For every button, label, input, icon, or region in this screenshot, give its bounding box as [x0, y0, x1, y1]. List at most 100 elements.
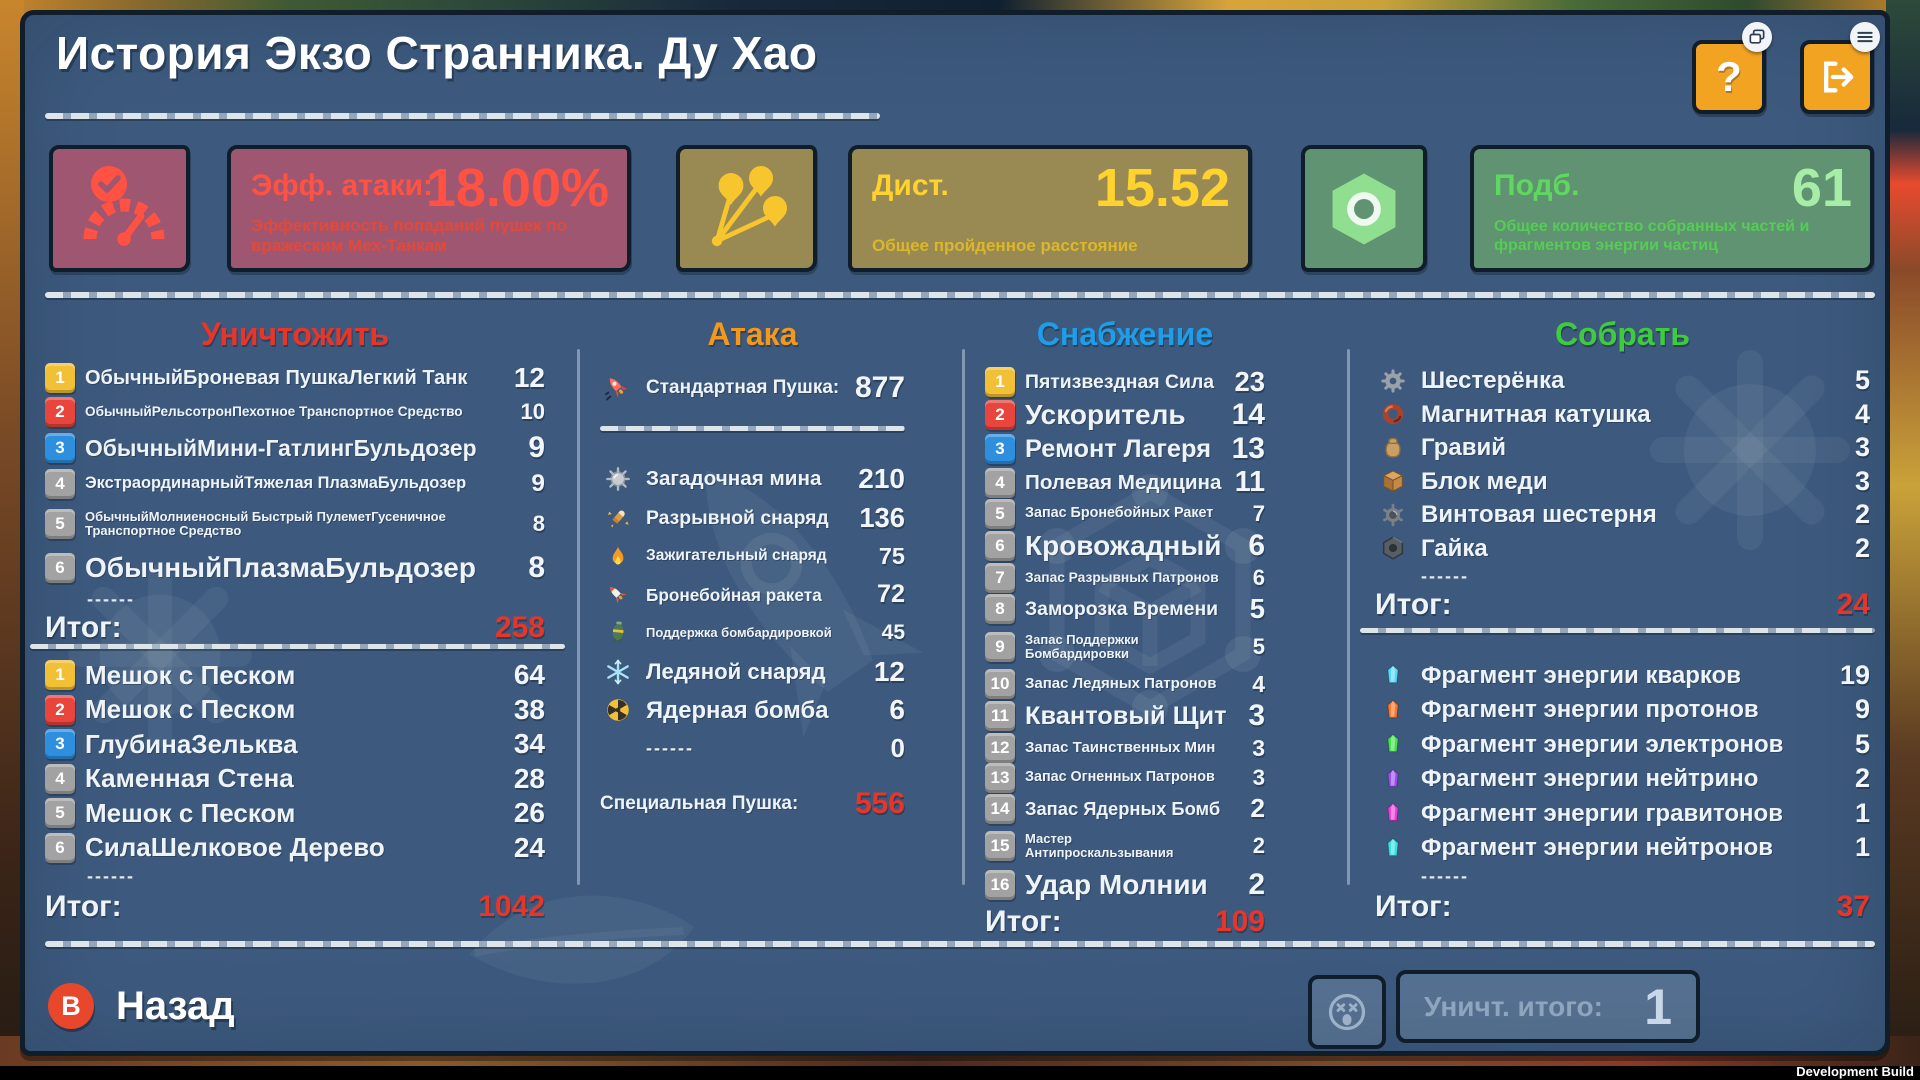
item-value: 2 [1248, 868, 1265, 901]
supply-column-title: Снабжение [1036, 316, 1214, 352]
rank-badge: 6 [985, 531, 1015, 561]
attack-list: Загадочная мина 210 Разрывной снаряд 136 Заж… [600, 460, 905, 768]
aprocket-icon [600, 581, 636, 609]
nut-icon [1375, 534, 1411, 562]
dash-separator-row: ------ [1375, 865, 1870, 887]
list-item: Фрагмент энергии нейтрино 2 [1375, 762, 1870, 797]
item-value: 2 [1250, 793, 1265, 823]
back-button[interactable]: B Назад [48, 983, 235, 1029]
item-name: Запас Разрывных Патронов [1025, 569, 1219, 585]
top-section-divider [45, 292, 1875, 298]
item-name: Загадочная мина [646, 467, 822, 491]
list-item: 16 Удар Молнии 2 [985, 868, 1265, 902]
item-name: ОбычныйМини-ГатлингБульдозер [85, 435, 477, 461]
list-item: 6 ОбычныйПлазмаБульдозер 8 [45, 548, 545, 588]
rank-badge: 5 [45, 798, 75, 829]
item-name: Каменная Стена [85, 763, 294, 794]
hamburger-menu-icon [1857, 31, 1873, 43]
column-divider [577, 349, 580, 885]
item-value: 0 [890, 733, 905, 764]
list-item: 5 Мешок с Песком 26 [45, 796, 545, 831]
list-item: Загадочная мина 210 [600, 460, 905, 499]
list-item: Фрагмент энергии электронов 5 [1375, 727, 1870, 762]
item-value: 5 [1854, 728, 1870, 759]
destroy-list-bottom: 1 Мешок с Песком 64 2 Мешок с Песком 38 3 Глуби… [45, 658, 545, 927]
gauge-check-icon [53, 149, 186, 268]
item-name: Фрагмент энергии нейтрино [1421, 765, 1759, 793]
collect-mid-divider [1360, 628, 1875, 633]
total-row: Итог: 1042 [45, 887, 545, 927]
item-value: 23 [1234, 366, 1265, 397]
rank-badge: 12 [985, 733, 1015, 763]
nuke-icon [600, 696, 636, 724]
item-value: 1 [1854, 832, 1870, 863]
attack-efficiency-label: Эфф. атаки: [251, 169, 434, 202]
distance-label: Дист. [872, 169, 949, 202]
list-item: 7 Запас Разрывных Патронов 6 [985, 563, 1265, 593]
distance-desc: Общее пройденное расстояние [872, 235, 1138, 255]
list-item: Ледяной снаряд 12 [600, 653, 905, 692]
attack-efficiency-icon-card [49, 145, 190, 272]
list-item: Разрывной снаряд 136 [600, 499, 905, 538]
item-name: Удар Молнии [1025, 869, 1208, 901]
rank-badge: 2 [985, 400, 1015, 430]
item-value: 10 [520, 399, 545, 424]
energy-crystal-icon [1375, 729, 1411, 759]
item-value: 45 [881, 621, 905, 645]
item-name: ЭкстраординарныйТяжелая ПлазмаБульдозер [85, 474, 467, 493]
list-item: Фрагмент энергии протонов 9 [1375, 693, 1870, 728]
rank-badge: 8 [985, 594, 1015, 624]
hex-nut-icon [1305, 149, 1423, 268]
item-value: 24 [513, 831, 545, 863]
mine-icon [600, 465, 636, 493]
item-value: 4 [1252, 670, 1265, 697]
distance-card: Дист. 15.52 Общее пройденное расстояние [848, 145, 1252, 272]
item-name: Шестерёнка [1421, 367, 1565, 395]
item-name: Квантовый Щит [1025, 701, 1227, 730]
list-item: Зажигательный снаряд 75 [600, 537, 905, 576]
exit-button[interactable] [1800, 40, 1874, 114]
window-cascade-button[interactable] [1742, 22, 1772, 52]
collect-materials-list: Шестерёнка 5 Магнитная катушка 4 Гравий 3 Блок… [1375, 364, 1870, 623]
distance-value: 15.52 [1094, 158, 1230, 218]
dash-separator: ------ [87, 588, 135, 609]
total-label: Итог: [45, 611, 122, 644]
rocket-icon [600, 373, 636, 403]
list-item: Шестерёнка 5 [1375, 364, 1870, 398]
list-item: 3 Ремонт Лагеря 13 [985, 432, 1265, 466]
item-value: 2 [1854, 532, 1870, 563]
list-item: 4 Полевая Медицина 11 [985, 466, 1265, 499]
footer-divider [45, 941, 1875, 947]
item-value: 7 [1252, 501, 1265, 526]
rank-badge: 14 [985, 793, 1015, 824]
rank-badge: 6 [45, 553, 75, 583]
rank-badge: 3 [985, 434, 1015, 464]
item-value: 2 [1854, 763, 1870, 794]
window-menu-button[interactable] [1850, 22, 1880, 52]
list-item: Магнитная катушка 4 [1375, 398, 1870, 432]
supply-list: 1 Пятизвездная Сила 23 2 Ускоритель 14 3 Ремонт… [985, 366, 1265, 942]
item-value: 6 [1248, 529, 1265, 562]
waypoints-icon [680, 149, 813, 268]
ice-icon [600, 658, 636, 686]
total-value: 24 [1836, 588, 1870, 621]
list-item: 2 ОбычныйРельсотронПехотное Транспортное … [45, 396, 545, 428]
item-value: 3 [1854, 432, 1870, 463]
dead-face-icon [1328, 993, 1366, 1031]
item-value: 2 [1854, 499, 1870, 530]
list-item: 9 Запас Поддержки Бомбардировки 5 [985, 625, 1265, 669]
rank-badge: 1 [45, 660, 75, 691]
item-name: Запас Таинственных Мин [1025, 739, 1216, 757]
item-name: Заморозка Времени [1025, 597, 1219, 620]
item-name: Блок меди [1421, 467, 1548, 495]
help-button[interactable]: ? [1692, 40, 1766, 114]
item-name: Кровожадный [1025, 530, 1222, 562]
item-value: 34 [513, 728, 545, 760]
dash-separator-row: ------ [45, 865, 545, 887]
pickups-value: 61 [1791, 158, 1852, 218]
column-divider [1347, 349, 1350, 885]
column-divider [962, 349, 965, 885]
rank-badge: 3 [45, 729, 75, 760]
list-item: 3 ОбычныйМини-ГатлингБульдозер 9 [45, 428, 545, 468]
item-value: 13 [1231, 432, 1265, 465]
